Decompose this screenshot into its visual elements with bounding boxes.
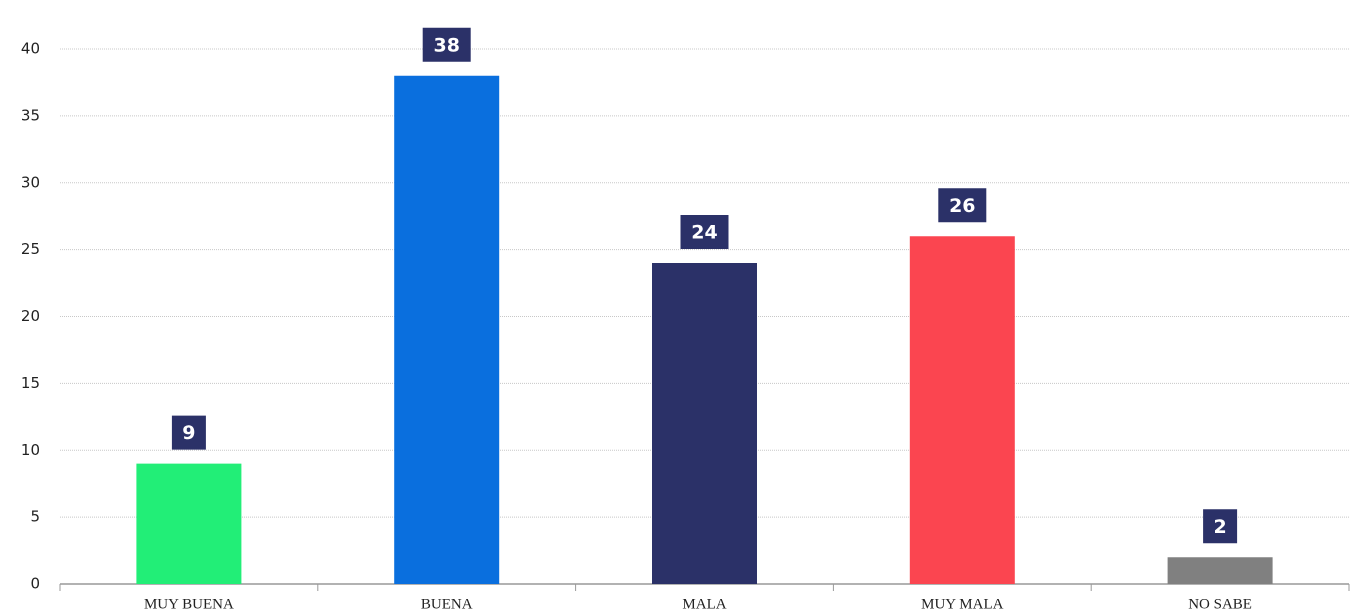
x-tick-label: MALA (682, 596, 726, 612)
data-label-box (171, 415, 206, 450)
data-label: 24 (691, 222, 717, 244)
data-label: 2 (1213, 516, 1226, 538)
y-tick-label: 30 (21, 173, 40, 191)
bar (136, 463, 242, 584)
data-label-box (938, 188, 987, 223)
bar (909, 236, 1015, 584)
data-label: 9 (182, 422, 195, 444)
y-tick-label: 15 (21, 374, 40, 392)
x-tick-label: MUY BUENA (144, 596, 234, 612)
bar (394, 75, 500, 584)
data-label: 26 (949, 195, 975, 217)
bar (652, 263, 757, 584)
data-label: 38 (433, 34, 459, 56)
bar (1167, 557, 1273, 584)
y-tick-label: 25 (21, 240, 40, 258)
x-tick-label: MUY MALA (921, 596, 1004, 612)
y-tick-label: 40 (21, 40, 40, 58)
y-tick-label: 10 (21, 441, 40, 459)
y-tick-label: 5 (30, 508, 40, 526)
y-tick-label: 20 (21, 307, 40, 325)
x-tick-label: NO SABE (1188, 596, 1252, 612)
x-tick-label: BUENA (421, 596, 473, 612)
y-tick-label: 35 (21, 106, 40, 124)
data-label-box (1203, 509, 1238, 544)
data-label-box (422, 27, 471, 62)
data-label-box (680, 215, 729, 249)
y-tick-label: 0 (30, 575, 40, 593)
